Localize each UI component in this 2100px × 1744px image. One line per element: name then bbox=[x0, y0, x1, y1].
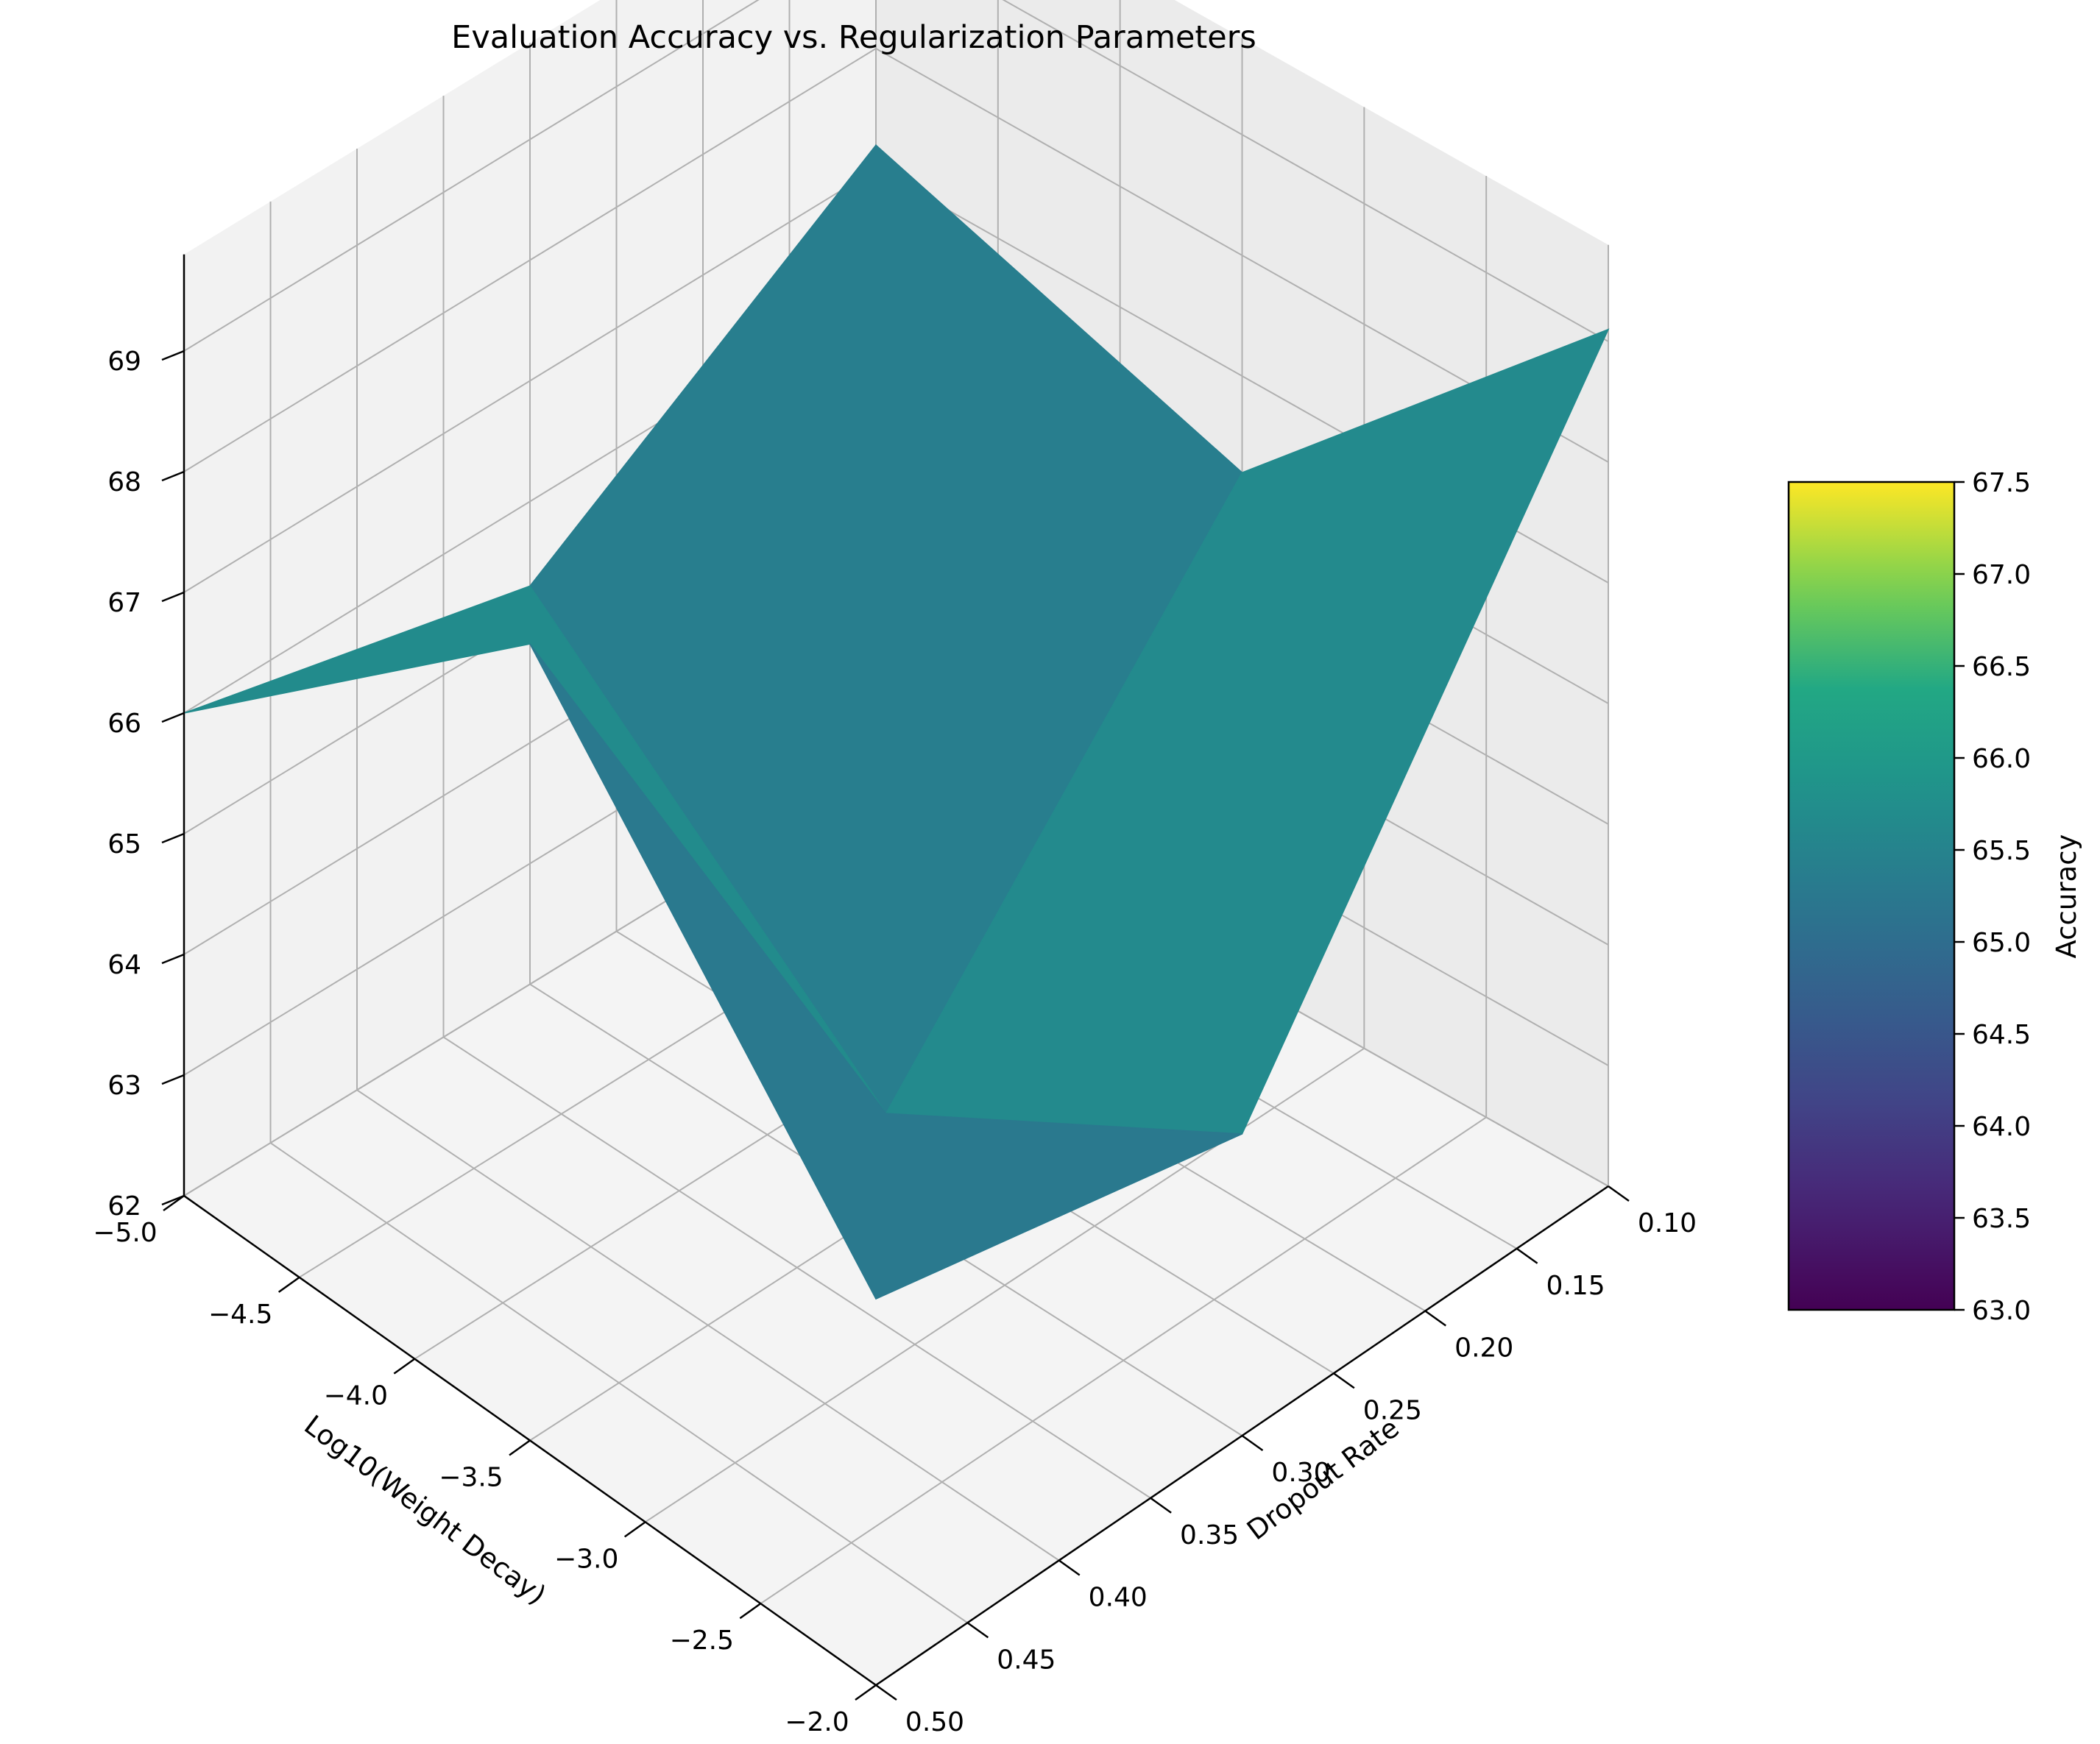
y-tick-label: 0.15 bbox=[1546, 1271, 1605, 1301]
y-tick-mark bbox=[875, 1684, 897, 1701]
grid-floor-y bbox=[442, 1036, 1151, 1499]
y-tick-label: 0.20 bbox=[1454, 1333, 1513, 1364]
y-tick-label: 0.35 bbox=[1180, 1520, 1239, 1550]
grid-floor-y bbox=[356, 1089, 1060, 1562]
z-tick-mark bbox=[161, 1194, 185, 1206]
y-tick-label: 0.40 bbox=[1089, 1583, 1148, 1613]
z-tick-mark bbox=[161, 1074, 185, 1085]
grid-back-z bbox=[1002, 0, 1609, 342]
x-tick-mark bbox=[163, 1194, 185, 1212]
x-tick-label: −5.0 bbox=[93, 1218, 157, 1248]
grid-left-z bbox=[183, 48, 877, 472]
z-tick-label: 63 bbox=[107, 1071, 141, 1101]
colorbar-tick-label: 66.0 bbox=[1972, 744, 2031, 774]
z-tick-label: 67 bbox=[107, 588, 141, 618]
x-tick-label: −2.5 bbox=[670, 1626, 734, 1656]
x-tick-mark bbox=[509, 1439, 531, 1456]
colorbar-tick-label: 66.5 bbox=[1972, 652, 2031, 682]
y-tick-mark bbox=[1058, 1559, 1081, 1576]
x-tick-mark bbox=[855, 1684, 877, 1701]
y-tick-label: 0.50 bbox=[905, 1707, 964, 1737]
colorbar-tick-label: 63.0 bbox=[1972, 1296, 2031, 1326]
x-tick-label: −2.0 bbox=[785, 1707, 849, 1737]
z-tick-mark bbox=[161, 591, 185, 603]
colorbar-tick-label: 64.0 bbox=[1972, 1112, 2031, 1142]
y-tick-mark bbox=[1424, 1310, 1446, 1327]
y-tick-mark bbox=[1150, 1497, 1172, 1514]
colorbar-tick-label: 67.0 bbox=[1972, 560, 2031, 590]
colorbar-tick-label: 64.5 bbox=[1972, 1020, 2031, 1050]
z-tick-mark bbox=[161, 470, 185, 482]
x-tick-label: −4.0 bbox=[324, 1381, 388, 1411]
z-tick-label: 66 bbox=[107, 709, 141, 739]
z-tick-label: 65 bbox=[107, 829, 141, 859]
grid-floor-y bbox=[269, 1142, 968, 1624]
z-tick-mark bbox=[161, 712, 185, 723]
chart-title: Evaluation Accuracy vs. Regularization P… bbox=[451, 19, 1256, 56]
x-tick-label: −4.5 bbox=[208, 1300, 272, 1330]
y-tick-label: 0.10 bbox=[1638, 1208, 1697, 1238]
x-tick-mark bbox=[739, 1603, 762, 1620]
x-tick-mark bbox=[393, 1358, 416, 1375]
y-tick-label: 0.45 bbox=[997, 1645, 1056, 1675]
colorbar-tick-label: 65.0 bbox=[1972, 928, 2031, 958]
y-tick-label: 0.30 bbox=[1271, 1458, 1330, 1488]
z-tick-label: 69 bbox=[107, 347, 141, 377]
surface-patch-1-1 bbox=[529, 643, 1242, 1300]
y-tick-mark bbox=[966, 1622, 989, 1639]
y-tick-mark bbox=[1608, 1185, 1630, 1202]
colorbar-tick-label: 67.5 bbox=[1972, 468, 2031, 498]
y-tick-label: 0.25 bbox=[1363, 1395, 1422, 1425]
grid-left-z bbox=[183, 0, 760, 352]
x-tick-label: −3.5 bbox=[439, 1463, 503, 1493]
x-tick-mark bbox=[623, 1521, 646, 1538]
y-tick-mark bbox=[1333, 1372, 1355, 1389]
colorbar bbox=[1787, 481, 1956, 1311]
z-tick-mark bbox=[161, 832, 185, 844]
colorbar-tick-label: 65.5 bbox=[1972, 836, 2031, 866]
z-tick-label: 64 bbox=[107, 950, 141, 980]
colorbar-label: Accuracy bbox=[2051, 834, 2082, 959]
x-tick-mark bbox=[277, 1276, 300, 1293]
y-tick-mark bbox=[1241, 1434, 1264, 1452]
x-axis-label: Log10(Weight Decay) bbox=[298, 1409, 551, 1611]
y-tick-mark bbox=[1516, 1247, 1538, 1264]
z-tick-label: 62 bbox=[107, 1191, 141, 1222]
grid-left-z bbox=[183, 169, 877, 593]
z-tick-mark bbox=[161, 350, 185, 361]
colorbar-tick-label: 63.5 bbox=[1972, 1204, 2031, 1234]
z-tick-mark bbox=[161, 953, 185, 965]
z-tick-label: 68 bbox=[107, 467, 141, 497]
x-tick-label: −3.0 bbox=[554, 1544, 618, 1574]
